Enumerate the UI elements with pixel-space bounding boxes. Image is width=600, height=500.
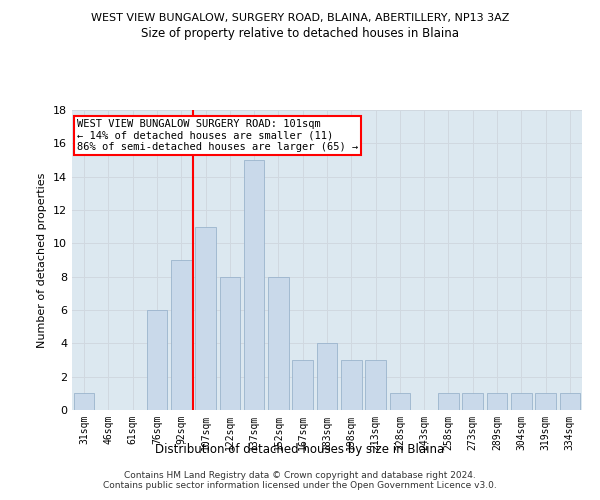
- Bar: [389, 394, 410, 410]
- Bar: [220, 276, 240, 410]
- Text: Size of property relative to detached houses in Blaina: Size of property relative to detached ho…: [141, 28, 459, 40]
- Bar: [365, 360, 386, 410]
- Bar: [560, 394, 580, 410]
- Bar: [487, 394, 508, 410]
- Bar: [171, 260, 191, 410]
- Y-axis label: Number of detached properties: Number of detached properties: [37, 172, 47, 348]
- Bar: [268, 276, 289, 410]
- Text: Distribution of detached houses by size in Blaina: Distribution of detached houses by size …: [155, 442, 445, 456]
- Bar: [535, 394, 556, 410]
- Bar: [292, 360, 313, 410]
- Bar: [146, 310, 167, 410]
- Bar: [195, 226, 216, 410]
- Text: WEST VIEW BUNGALOW SURGERY ROAD: 101sqm
← 14% of detached houses are smaller (11: WEST VIEW BUNGALOW SURGERY ROAD: 101sqm …: [77, 119, 358, 152]
- Bar: [74, 394, 94, 410]
- Text: Contains HM Land Registry data © Crown copyright and database right 2024.
Contai: Contains HM Land Registry data © Crown c…: [103, 470, 497, 490]
- Text: WEST VIEW BUNGALOW, SURGERY ROAD, BLAINA, ABERTILLERY, NP13 3AZ: WEST VIEW BUNGALOW, SURGERY ROAD, BLAINA…: [91, 12, 509, 22]
- Bar: [438, 394, 459, 410]
- Bar: [341, 360, 362, 410]
- Bar: [317, 344, 337, 410]
- Bar: [244, 160, 265, 410]
- Bar: [463, 394, 483, 410]
- Bar: [511, 394, 532, 410]
